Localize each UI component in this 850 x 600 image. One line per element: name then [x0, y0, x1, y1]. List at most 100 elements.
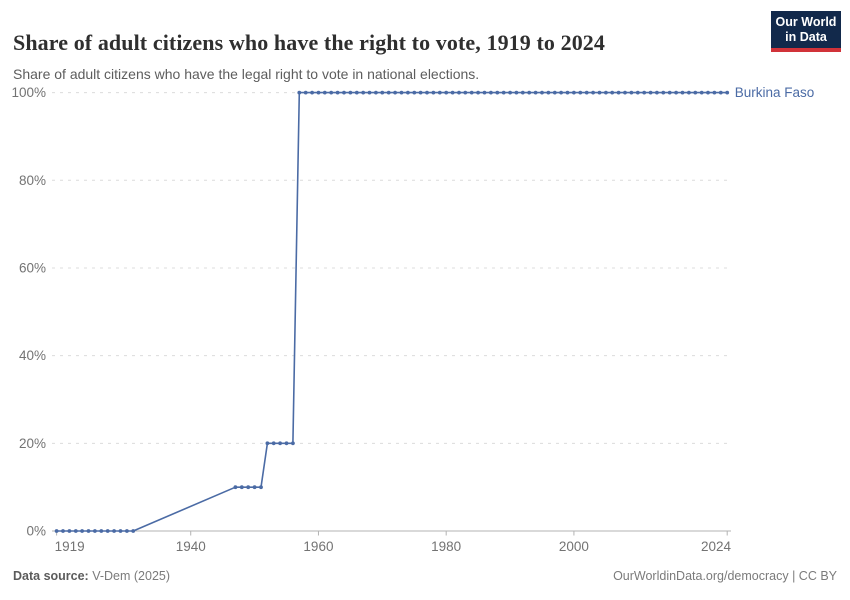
data-point	[623, 90, 627, 95]
data-point	[310, 90, 314, 95]
series-burkina-faso[interactable]	[54, 90, 730, 533]
owid-logo-redbar	[771, 48, 841, 52]
data-point	[463, 90, 468, 95]
data-point	[501, 90, 506, 95]
data-point	[291, 441, 295, 446]
data-point	[635, 90, 640, 95]
data-source-label: Data source:	[13, 569, 89, 583]
data-point	[246, 485, 251, 490]
data-point	[278, 441, 282, 446]
x-tick-label-1960: 1960	[303, 539, 333, 554]
data-point	[572, 90, 576, 95]
data-point	[540, 90, 544, 95]
x-axis: 1919 1940 1960 1980 2000 2024	[52, 530, 732, 554]
y-tick-label-100: 100%	[11, 85, 46, 100]
data-point	[565, 90, 570, 95]
series-points	[54, 90, 730, 533]
data-point	[437, 90, 442, 95]
data-point	[303, 90, 308, 95]
entity-label[interactable]: Burkina Faso	[735, 85, 815, 100]
data-source-note: Data source: V-Dem (2025)	[13, 569, 170, 583]
data-point	[265, 441, 270, 446]
data-point	[610, 90, 615, 95]
data-point	[105, 529, 110, 533]
y-tick-label-20: 20%	[19, 436, 46, 451]
data-point	[131, 529, 136, 533]
data-point	[667, 90, 672, 95]
data-point	[629, 90, 634, 95]
data-point	[457, 90, 461, 95]
data-source-text: V-Dem (2025)	[88, 569, 171, 583]
data-point	[444, 90, 449, 95]
data-point	[489, 90, 493, 95]
x-tick-label-2000: 2000	[559, 539, 589, 554]
data-point	[469, 90, 474, 95]
data-point	[514, 90, 519, 95]
data-point	[61, 529, 65, 533]
data-point	[297, 90, 302, 95]
data-point	[546, 90, 551, 95]
data-point	[584, 90, 589, 95]
data-point	[112, 529, 116, 533]
data-point	[354, 90, 359, 95]
data-point	[418, 90, 423, 95]
series-line[interactable]	[56, 91, 728, 532]
data-point	[329, 90, 334, 95]
data-point	[322, 90, 327, 95]
owid-logo-text: Our World in Data	[771, 11, 841, 48]
data-point	[54, 529, 59, 533]
data-point	[591, 90, 595, 95]
data-point	[508, 90, 512, 95]
data-point	[342, 90, 346, 95]
data-point	[533, 90, 538, 95]
chart-subtitle: Share of adult citizens who have the leg…	[13, 66, 480, 82]
owid-logo-line2: in Data	[785, 30, 827, 44]
y-gridlines	[52, 92, 728, 444]
data-point	[374, 90, 378, 95]
x-tick-label-1940: 1940	[176, 539, 206, 554]
data-point	[125, 529, 129, 533]
owid-url-license-link[interactable]: OurWorldinData.org/democracy | CC BY	[613, 569, 837, 583]
y-tick-label-40: 40%	[19, 348, 46, 363]
x-tick-label-1980: 1980	[431, 539, 461, 554]
data-point	[99, 529, 104, 533]
data-point	[393, 90, 397, 95]
data-point	[252, 485, 257, 490]
data-point	[552, 90, 557, 95]
data-point	[361, 90, 366, 95]
data-point	[450, 90, 455, 95]
data-point	[399, 90, 404, 95]
y-tick-label-60: 60%	[19, 260, 46, 275]
data-point	[406, 90, 410, 95]
data-point	[118, 529, 123, 533]
y-axis-labels: 0% 20% 40% 60% 80% 100%	[11, 85, 46, 538]
data-point	[271, 441, 276, 446]
data-point	[648, 90, 653, 95]
x-tick-label-2024: 2024	[701, 539, 732, 554]
data-point	[412, 90, 417, 95]
data-point	[597, 90, 602, 95]
data-point	[482, 90, 487, 95]
data-point	[699, 90, 704, 95]
data-point	[661, 90, 666, 95]
data-point	[712, 90, 717, 95]
data-point	[725, 90, 730, 95]
data-point	[316, 90, 321, 95]
data-point	[335, 90, 340, 95]
data-point	[674, 90, 678, 95]
data-point	[706, 90, 710, 95]
owid-logo[interactable]: Our World in Data	[771, 11, 841, 52]
data-point	[520, 90, 525, 95]
data-point	[616, 90, 621, 95]
data-point	[642, 90, 647, 95]
x-tick-label-1919: 1919	[55, 539, 85, 554]
data-point	[431, 90, 436, 95]
data-point	[380, 90, 385, 95]
data-point	[693, 90, 698, 95]
data-point	[80, 529, 84, 533]
data-point	[655, 90, 659, 95]
data-point	[284, 441, 289, 446]
data-point	[233, 485, 238, 490]
chart-footer: Data source: V-Dem (2025) OurWorldinData…	[13, 569, 837, 589]
